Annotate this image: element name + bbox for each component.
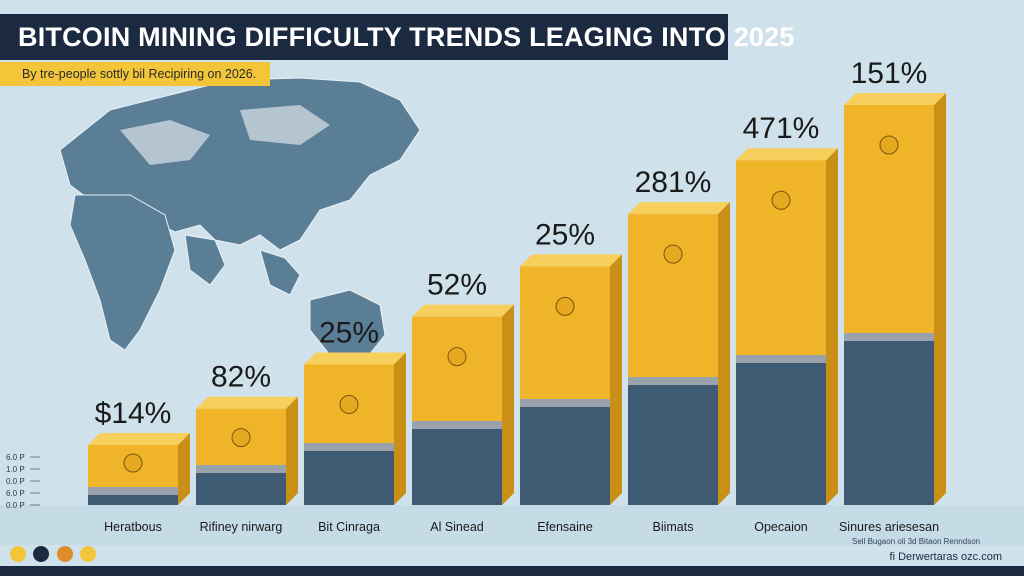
bar: 82% Rifiney nirwarg [196, 361, 298, 534]
world-map-illustration [59, 77, 421, 361]
bar-value-label: $14% [95, 397, 172, 430]
bar-side-face [394, 352, 406, 505]
y-tick-label: 1.0 P [6, 465, 25, 474]
bar-front-face [736, 160, 826, 363]
bar-top-face [520, 254, 622, 267]
y-tick-label: 0.0 P [6, 501, 25, 510]
footer-note: Sell Bugaon oli 3d Bitaon Renndson [852, 537, 981, 546]
bar-value-label: 471% [743, 112, 820, 145]
coin-icon [879, 135, 899, 155]
bar: $14% Heratbous [88, 397, 190, 534]
bar-value-label: 25% [535, 218, 595, 251]
category-label: Efensaine [537, 520, 593, 534]
bar: 25% Efensaine [520, 218, 622, 534]
y-tick-label: 6.0 P [6, 453, 25, 462]
bar-base-segment [520, 407, 610, 505]
coin-icon [447, 347, 467, 367]
bar-base-segment [628, 385, 718, 505]
bar-side-face [502, 304, 514, 505]
bar-top-face [88, 433, 190, 445]
bar-side-face [934, 93, 946, 505]
coin-icon [771, 190, 791, 210]
coin-icon [123, 453, 143, 473]
bar-separator [520, 399, 610, 407]
category-label: Heratbous [104, 520, 162, 534]
bar-separator [628, 377, 718, 385]
bar-base-segment [88, 495, 178, 505]
bar-front-face [628, 214, 718, 385]
category-label: Sinures ariesesan [839, 520, 939, 534]
coin-icon [339, 394, 359, 414]
footer-source: fi Derwertaras ozc.com [889, 551, 1002, 563]
social-icon-1 [10, 545, 26, 562]
category-label: Al Sinead [430, 520, 484, 534]
bar-top-face [736, 148, 838, 161]
bar: 25% Bit Cinraga [304, 316, 406, 534]
coin-icon [555, 296, 575, 316]
category-label: Biimats [653, 520, 694, 534]
bar-top-face [628, 202, 730, 215]
bar: 281% Biimats [628, 166, 730, 534]
bar: 52% Al Sinead [412, 269, 514, 534]
page-title: BITCOIN MINING DIFFICULTY TRENDS LEAGING… [0, 14, 794, 60]
bars-group: $14% Heratbous 82% Rifiney nirwarg 25% Bit Ci… [88, 57, 946, 534]
bar-side-face [826, 148, 838, 505]
y-tick-label: 6.0 P [6, 489, 25, 498]
bar-separator [196, 465, 286, 473]
bar-top-face [304, 352, 406, 365]
bar-top-face [196, 396, 298, 409]
bar-side-face [178, 433, 190, 505]
bar-separator [844, 333, 934, 341]
baseline-band [0, 505, 1024, 545]
coin-icon [231, 428, 251, 448]
bar-value-label: 82% [211, 361, 271, 394]
bar-side-face [286, 396, 298, 505]
bar-base-segment [304, 451, 394, 505]
bar-value-label: 281% [635, 166, 712, 199]
bar-value-label: 52% [427, 269, 487, 302]
coin-icon [663, 244, 683, 264]
bar: 471% Opecaion [736, 112, 838, 534]
bar-base-segment [196, 473, 286, 505]
bar: 151% Sinures ariesesan [839, 57, 946, 534]
y-tick-label: 0.0 P [6, 477, 25, 486]
bar-top-face [412, 304, 514, 317]
bar-separator [412, 421, 502, 429]
footer-bar [0, 566, 1024, 576]
social-icon-2 [33, 545, 50, 562]
bar-side-face [718, 202, 730, 505]
bar-value-label: 25% [319, 316, 379, 349]
bar-base-segment [844, 341, 934, 505]
map-highlights [120, 105, 330, 165]
bar-front-face [520, 266, 610, 407]
bar-base-segment [412, 429, 502, 505]
bar-side-face [610, 254, 622, 505]
category-label: Rifiney nirwarg [200, 520, 283, 534]
bar-top-face [844, 93, 946, 105]
footer-icons [10, 545, 99, 563]
category-label: Opecaion [754, 520, 808, 534]
bar-separator [304, 443, 394, 451]
bar-value-label: 151% [851, 57, 928, 90]
page-subtitle: By tre-people sottly bil Recipiring on 2… [0, 62, 270, 86]
bar-base-segment [736, 363, 826, 505]
category-label: Bit Cinraga [318, 520, 380, 534]
bar-separator [88, 487, 178, 495]
bar-front-face [412, 316, 502, 429]
social-icon-3 [56, 545, 73, 562]
social-icon-4 [80, 545, 97, 562]
y-axis-ticks: 6.0 P 1.0 P 0.0 P 6.0 P 0.0 P [6, 453, 40, 510]
bar-separator [736, 355, 826, 363]
